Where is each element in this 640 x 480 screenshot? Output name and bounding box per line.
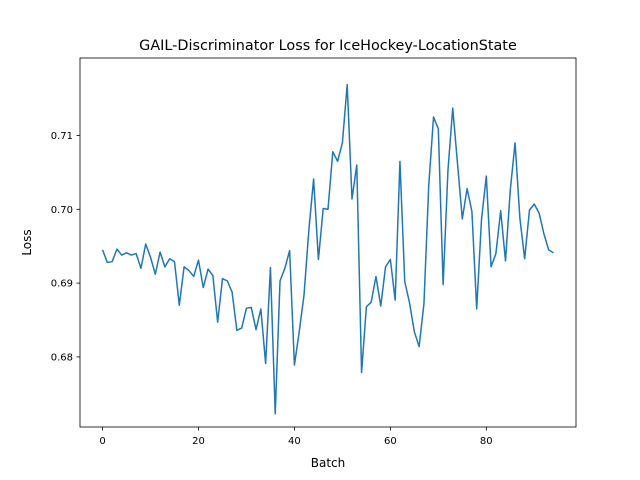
series-layer <box>101 83 554 415</box>
y-tick-label: 0.69 <box>51 279 73 290</box>
x-axis-label: Batch <box>311 456 346 470</box>
plot-frame <box>79 57 577 428</box>
y-axis-ticks: 0.68 0.69 0.70 0.71 <box>51 131 80 363</box>
y-tick-label: 0.68 <box>51 352 73 363</box>
x-tick-label: 60 <box>384 436 397 447</box>
y-tick-label: 0.70 <box>51 205 73 216</box>
series-line-0 <box>101 83 554 415</box>
plot-area <box>79 57 577 428</box>
x-tick-label: 40 <box>288 436 301 447</box>
x-tick-label: 0 <box>99 436 105 447</box>
x-tick-label: 80 <box>480 436 493 447</box>
y-axis-label: Loss <box>20 229 34 255</box>
x-tick-label: 20 <box>192 436 205 447</box>
chart-title: GAIL-Discriminator Loss for IceHockey-Lo… <box>139 38 517 54</box>
x-axis-ticks: 0 20 40 60 80 <box>99 427 493 447</box>
y-tick-label: 0.71 <box>51 131 73 142</box>
